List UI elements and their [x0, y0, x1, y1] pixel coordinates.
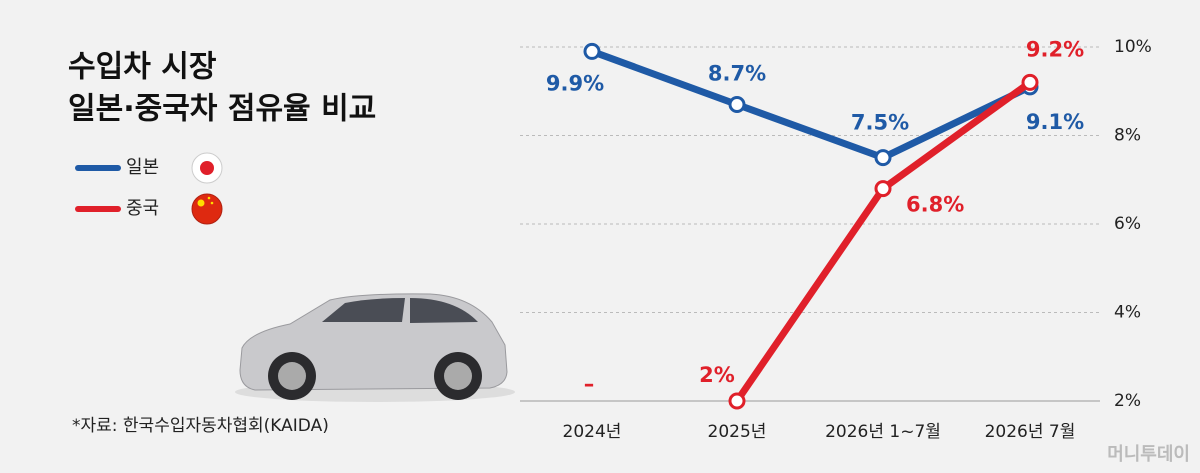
data-point — [728, 96, 746, 114]
data-label: 6.8% — [906, 193, 964, 217]
legend-label: 일본 — [126, 157, 159, 178]
source-note: *자료: 한국수입자동차협회(KAIDA) — [72, 416, 329, 436]
data-point — [1021, 73, 1039, 91]
data-label: 9.9% — [546, 71, 604, 95]
data-point — [874, 149, 892, 167]
data-label: 2% — [699, 363, 735, 387]
data-point — [874, 180, 892, 198]
x-tick-label: 2024년 — [563, 422, 622, 442]
y-tick-label: 10% — [1114, 37, 1152, 57]
y-tick-label: 2% — [1114, 391, 1141, 411]
watermark: 머니투데이 — [1107, 444, 1190, 465]
y-tick-label: 4% — [1114, 303, 1141, 323]
chart-title: 일본·중국차 점유율 비교 — [68, 92, 376, 127]
chart-title: 수입차 시장 — [68, 50, 217, 85]
data-label: 7.5% — [851, 111, 909, 135]
data-point — [728, 392, 746, 410]
x-tick-label: 2026년 1~7월 — [825, 422, 941, 442]
legend-label: 중국 — [126, 198, 159, 219]
japan-flag — [191, 152, 223, 184]
x-tick-label: 2026년 7월 — [985, 422, 1076, 442]
x-tick-label: 2025년 — [708, 422, 767, 442]
data-label: 9.2% — [1026, 37, 1084, 61]
data-label: 8.7% — [708, 62, 766, 86]
china-flag — [191, 193, 223, 225]
car-illustration — [235, 293, 515, 402]
y-tick-label: 8% — [1114, 126, 1141, 146]
data-point — [583, 42, 601, 60]
y-tick-label: 6% — [1114, 214, 1141, 234]
data-label: – — [584, 372, 595, 396]
series-line — [590, 48, 1032, 162]
data-label: 9.1% — [1026, 110, 1084, 134]
